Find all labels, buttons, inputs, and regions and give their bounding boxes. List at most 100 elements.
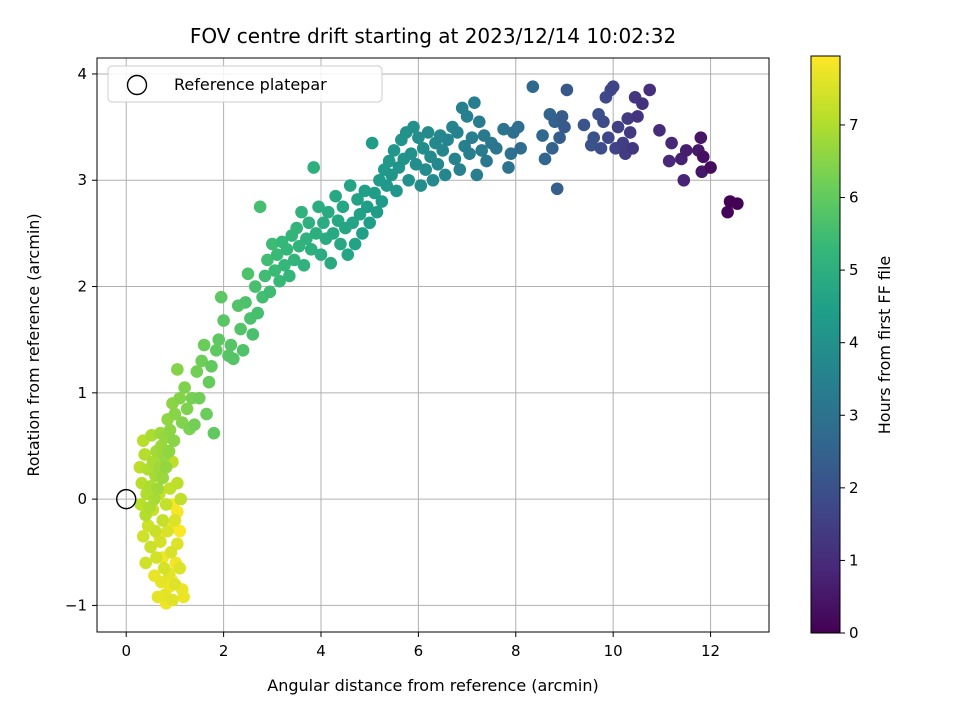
data-point <box>171 363 184 376</box>
data-point <box>538 152 552 166</box>
data-point <box>207 426 221 440</box>
data-point <box>168 514 182 527</box>
data-point <box>460 110 474 123</box>
data-point <box>490 142 503 155</box>
data-point <box>268 264 282 277</box>
data-point <box>167 434 181 447</box>
data-point <box>550 182 564 196</box>
data-point <box>159 460 173 474</box>
data-point <box>148 492 161 506</box>
data-point <box>480 154 493 168</box>
data-point <box>636 97 649 111</box>
data-point <box>412 131 425 145</box>
data-point <box>258 269 272 283</box>
data-point <box>577 118 591 132</box>
data-point <box>246 328 260 341</box>
data-point <box>626 142 639 155</box>
data-point <box>287 253 301 267</box>
x-tick-label: 6 <box>414 642 424 660</box>
data-point <box>463 147 476 160</box>
data-point <box>343 179 357 192</box>
data-point <box>694 131 708 145</box>
reference-platepar-marker <box>116 488 137 510</box>
colorbar-tick-label: 2 <box>849 479 859 497</box>
data-point <box>261 253 274 267</box>
data-point <box>514 142 527 155</box>
data-point <box>696 150 710 164</box>
y-tick-label: 4 <box>77 65 87 83</box>
data-point <box>441 133 454 147</box>
data-point <box>653 123 666 137</box>
data-point <box>180 402 194 416</box>
data-point <box>546 142 559 155</box>
data-point <box>151 482 165 495</box>
data-point <box>266 237 279 251</box>
data-point <box>314 248 328 261</box>
y-axis-label: Rotation from reference (arcmin) <box>24 213 43 476</box>
data-point <box>365 136 379 150</box>
data-point <box>224 338 238 352</box>
y-axis-ticks: −1 0 1 2 3 4 <box>65 65 97 614</box>
x-tick-label: 10 <box>604 642 623 660</box>
data-point <box>317 216 330 230</box>
data-point <box>426 173 440 187</box>
data-point <box>679 144 693 157</box>
data-point <box>465 131 479 145</box>
data-point <box>334 237 347 251</box>
data-point <box>253 200 267 214</box>
data-point <box>502 161 515 174</box>
colorbar-tick-label: 6 <box>849 189 859 207</box>
colorbar-ticks: 0 1 2 3 4 5 6 7 <box>840 116 859 642</box>
data-point <box>139 556 152 570</box>
data-point <box>144 540 157 554</box>
data-point <box>168 407 182 421</box>
data-point <box>192 391 206 405</box>
data-point <box>380 179 394 192</box>
data-point <box>136 530 150 543</box>
data-point <box>309 227 323 240</box>
data-point <box>173 391 187 405</box>
colorbar-tick-label: 4 <box>849 334 859 352</box>
data-point <box>390 184 403 198</box>
data-point <box>602 131 615 145</box>
data-point <box>236 344 250 357</box>
data-point <box>302 216 316 230</box>
data-point <box>468 96 481 109</box>
data-point <box>138 448 152 461</box>
data-point <box>606 80 620 93</box>
legend-label-reference: Reference platepar <box>174 75 327 94</box>
data-point <box>290 221 303 235</box>
data-point <box>409 157 423 171</box>
colorbar <box>810 55 841 634</box>
data-point <box>587 131 600 145</box>
y-tick-label: 1 <box>77 384 87 402</box>
data-point <box>631 110 644 123</box>
legend-box <box>107 65 383 103</box>
x-axis-ticks: 0 2 4 6 8 10 12 <box>121 632 720 660</box>
data-point <box>171 476 184 490</box>
data-point <box>214 290 228 304</box>
data-point <box>511 120 525 134</box>
data-point <box>594 142 608 155</box>
x-tick-label: 8 <box>511 642 521 660</box>
data-point <box>360 200 374 214</box>
data-point <box>329 189 342 203</box>
data-point <box>297 258 311 272</box>
data-point <box>173 561 187 575</box>
data-point <box>623 126 637 139</box>
data-point <box>704 161 717 174</box>
x-tick-label: 0 <box>121 642 131 660</box>
data-point <box>356 227 369 240</box>
data-point <box>497 122 510 136</box>
data-point <box>173 524 187 538</box>
data-point <box>475 144 488 157</box>
colorbar-tick-label: 5 <box>849 261 859 279</box>
data-point <box>731 197 744 210</box>
data-point <box>451 126 464 139</box>
data-point <box>326 227 340 240</box>
data-point <box>312 200 325 214</box>
colorbar-tick-label: 0 <box>849 624 859 642</box>
data-point <box>336 200 350 214</box>
data-point <box>370 205 384 219</box>
